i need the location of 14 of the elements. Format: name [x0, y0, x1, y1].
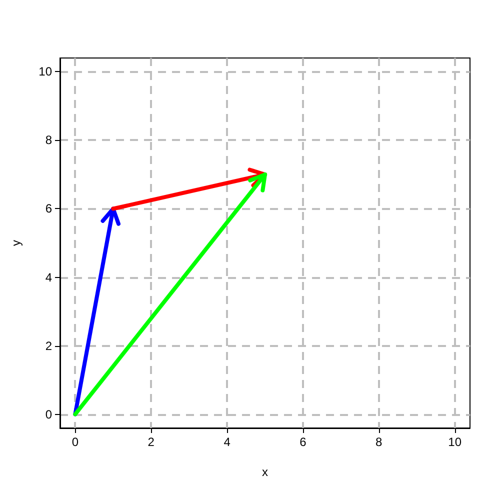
x-tick-label: 2	[148, 435, 155, 449]
x-tick-label: 0	[72, 435, 79, 449]
x-tick-label: 10	[448, 435, 462, 449]
x-tick-label: 6	[300, 435, 307, 449]
y-tick-label: 0	[45, 407, 52, 422]
y-tick-label: 2	[45, 338, 52, 353]
y-tick-label: 4	[45, 270, 52, 284]
y-tick-label: 8	[45, 133, 52, 148]
y-axis-title: y	[9, 240, 23, 246]
x-tick-label: 8	[376, 435, 383, 449]
y-tick-label: 6	[45, 202, 52, 216]
x-tick-label: 4	[224, 435, 231, 449]
x-axis-title: x	[262, 465, 268, 479]
y-tick-label: 10	[38, 64, 52, 79]
